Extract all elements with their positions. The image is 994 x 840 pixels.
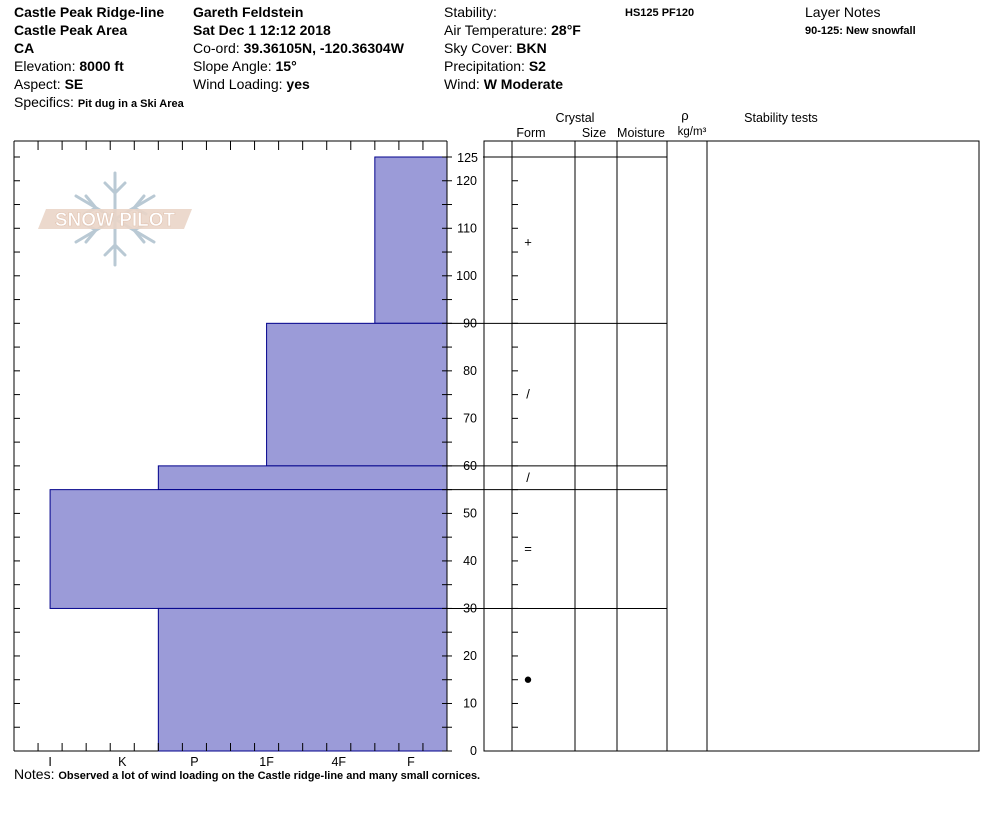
stability-label: Stability:: [444, 4, 497, 20]
moisture-header: Moisture: [617, 126, 665, 140]
hardness-bar-4: [157, 607, 448, 752]
wind-loading-row: Wind Loading: yes: [193, 75, 310, 93]
hardness-label-1F: 1F: [259, 755, 274, 769]
specifics-label: Specifics:: [14, 94, 74, 110]
hardness-plot: [13, 140, 448, 752]
wind-value: W Moderate: [483, 76, 564, 92]
density-symbol: ρ: [681, 108, 688, 123]
sky-row: Sky Cover: BKN: [444, 39, 547, 57]
slope-label: Slope Angle:: [193, 58, 272, 74]
form-header: Form: [516, 126, 545, 140]
hardness-label-I: I: [48, 755, 51, 769]
precip-label: Precipitation:: [444, 58, 525, 74]
density-unit: kg/m³: [678, 126, 707, 138]
wind-row: Wind: W Moderate: [444, 75, 563, 93]
depth-tick-label: 70: [463, 411, 477, 425]
sky-label: Sky Cover:: [444, 40, 513, 56]
wind-loading-label: Wind Loading:: [193, 76, 283, 92]
air-temp-row: Air Temperature: 28°F: [444, 21, 581, 39]
crystal-form-3: =: [524, 541, 532, 556]
size-header: Size: [582, 126, 606, 140]
depth-tick-label: 50: [463, 506, 477, 520]
notes-label: Notes:: [14, 766, 55, 782]
hardness-label-4F: 4F: [331, 755, 346, 769]
area-name: Castle Peak Area: [14, 22, 128, 38]
depth-tick-label: 100: [456, 269, 477, 283]
hs-pf-values: HS125 PF120: [625, 7, 695, 19]
elevation-value: 8000 ft: [79, 58, 124, 74]
table-headers: Crystal Form Size Moisture ρ kg/m³ Stabi…: [516, 108, 817, 140]
air-temp-label: Air Temperature:: [444, 22, 548, 38]
hardness-label-K: K: [118, 755, 127, 769]
hardness-bar-2: [157, 465, 448, 491]
precip-row: Precipitation: S2: [444, 57, 546, 75]
aspect-label: Aspect:: [14, 76, 61, 92]
aspect-value: SE: [64, 76, 84, 92]
coord-row: Co-ord: 39.36105N, -120.36304W: [193, 39, 404, 57]
wind-loading-value: yes: [286, 76, 310, 92]
hardness-bar-0: [374, 156, 448, 324]
observer-name: Gareth Feldstein: [193, 4, 304, 20]
coord-value: 39.36105N, -120.36304W: [243, 40, 404, 56]
total-depth-label: 125: [457, 151, 478, 165]
hardness-axis: I K P 1F 4F F: [13, 743, 448, 769]
elevation-row: Elevation: 8000 ft: [14, 57, 124, 75]
slope-row: Slope Angle: 15°: [193, 57, 297, 75]
notes-text: Observed a lot of wind loading on the Ca…: [58, 770, 481, 782]
location-name: Castle Peak Ridge-line: [14, 4, 165, 20]
aspect-row: Aspect: SE: [14, 75, 83, 93]
wind-label: Wind:: [444, 76, 480, 92]
specifics-value: Pit dug in a Ski Area: [77, 98, 184, 110]
logo-text: SNOW PILOT: [55, 210, 176, 231]
crystal-form-0: +: [524, 235, 532, 250]
sky-value: BKN: [516, 40, 547, 56]
notes-row: Notes: Observed a lot of wind loading on…: [14, 765, 480, 785]
crystal-header: Crystal: [556, 111, 595, 125]
elevation-label: Elevation:: [14, 58, 76, 74]
depth-tick-label: 120: [456, 174, 477, 188]
hardness-label-F: F: [407, 755, 415, 769]
crystal-form-2: /: [526, 470, 530, 485]
crystal-form-4: [524, 676, 532, 683]
depth-tick-label: 10: [463, 696, 477, 710]
depth-tick-label: 110: [457, 221, 477, 235]
slope-value: 15°: [275, 58, 297, 74]
specifics-row: Specifics: Pit dug in a Ski Area: [14, 93, 184, 113]
depth-tick-label: 80: [463, 364, 477, 378]
stability-tests-header: Stability tests: [744, 111, 818, 125]
layer-notes-title: Layer Notes: [805, 4, 881, 20]
crystal-form-1: /: [526, 387, 530, 402]
layer-table: + / / =: [447, 140, 980, 752]
hardness-label-P: P: [190, 755, 198, 769]
observation-datetime: Sat Dec 1 12:12 2018: [193, 22, 331, 38]
state-name: CA: [14, 40, 35, 56]
table-frame: [483, 140, 980, 752]
layer-note-item: 90-125: New snowfall: [805, 25, 916, 37]
air-temp-value: 28°F: [551, 22, 581, 38]
depth-tick-label: 20: [463, 649, 477, 663]
depth-tick-label: 40: [463, 554, 477, 568]
coord-label: Co-ord:: [193, 40, 240, 56]
logo-banner: [38, 209, 192, 229]
hardness-bar-1: [266, 322, 448, 467]
snow-pilot-logo: SNOW PILOT: [38, 171, 192, 267]
hardness-bar-3: [49, 489, 448, 609]
precip-value: S2: [528, 58, 546, 74]
depth-tick-label: 0: [470, 744, 477, 758]
